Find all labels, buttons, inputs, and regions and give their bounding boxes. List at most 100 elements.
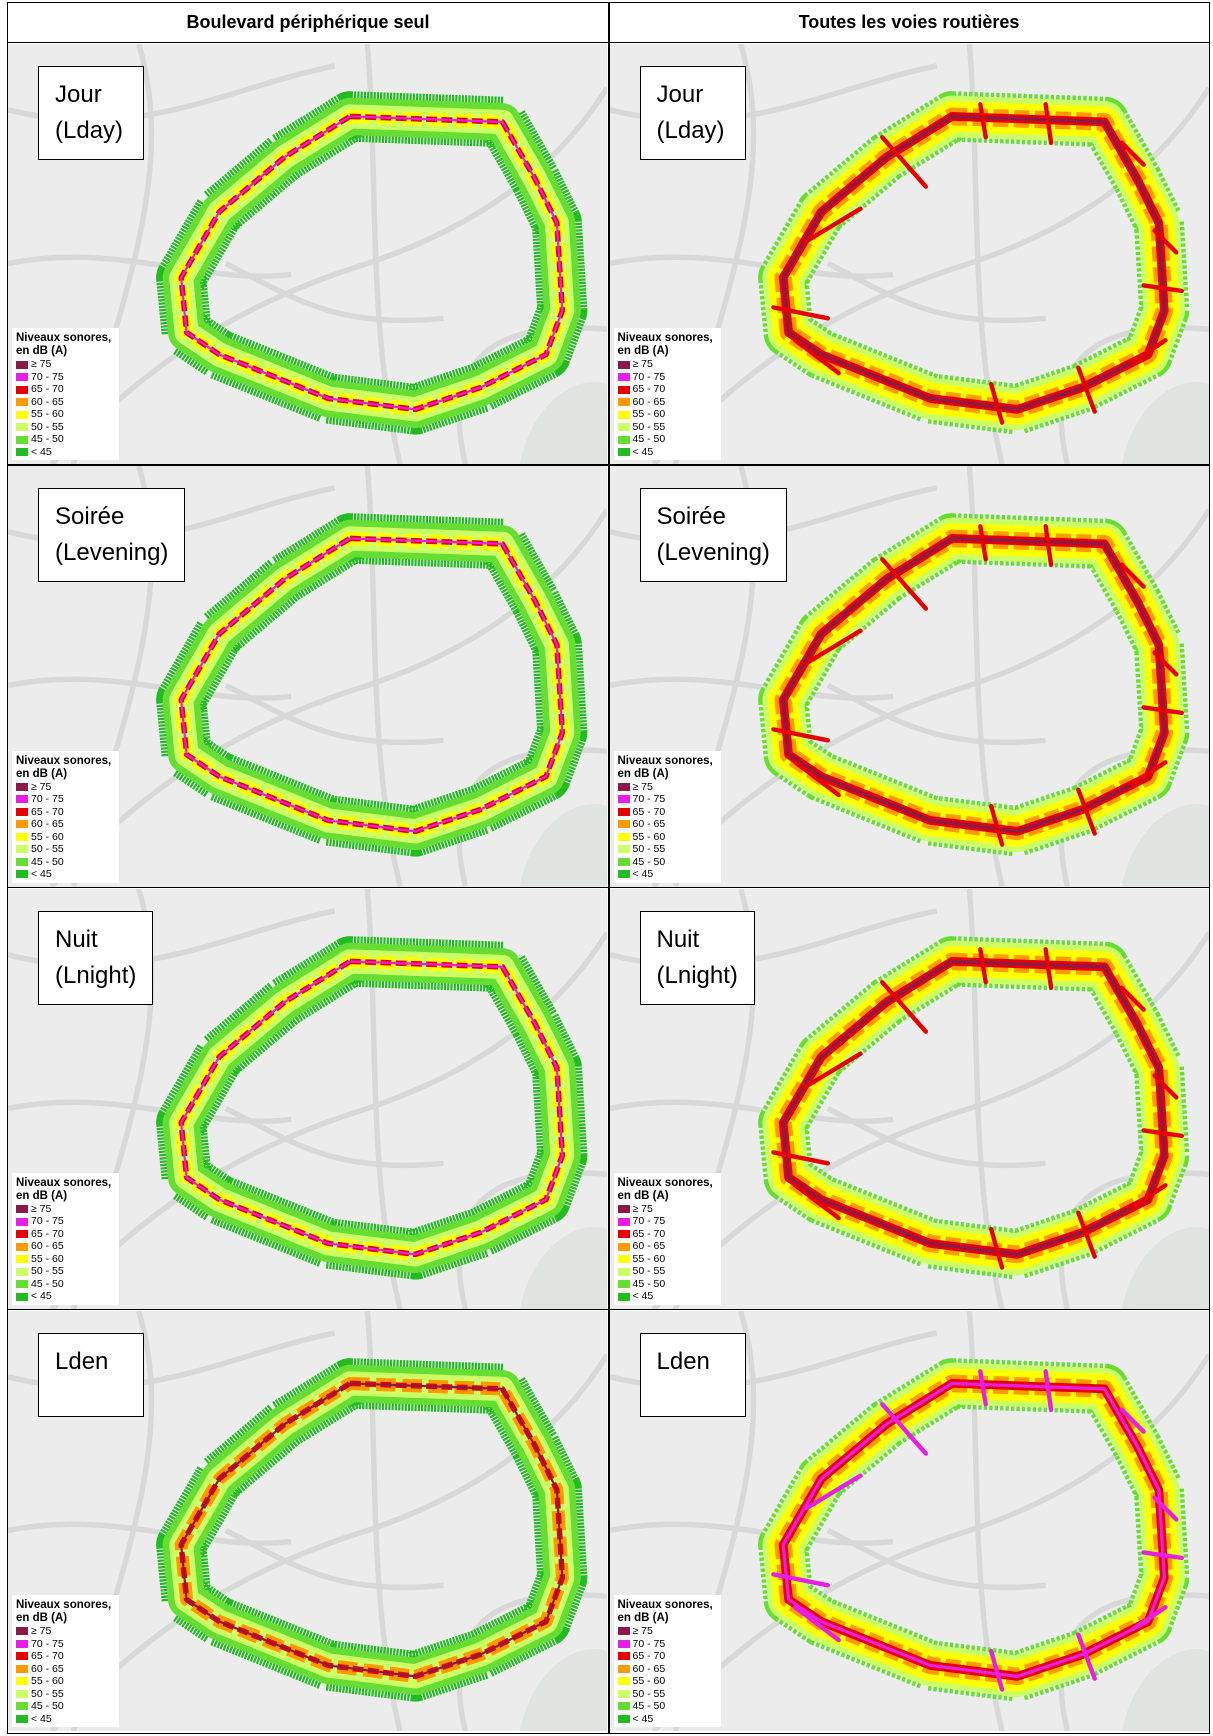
legend-item: 50 - 55 [16,1688,111,1701]
legend-label: 50 - 55 [31,843,64,856]
map-cell: Nuit(Lnight)Niveaux sonores,en dB (A)≥ 7… [8,889,607,1309]
legend-swatch [618,795,630,803]
legend-item: < 45 [16,1290,111,1303]
legend-swatch [618,1243,630,1251]
legend-swatch [618,386,630,394]
legend-item: < 45 [16,868,111,881]
legend-label: 45 - 50 [633,1700,666,1713]
legend-title: Niveaux sonores, [16,332,111,345]
legend-swatch [16,795,28,803]
legend-swatch [16,1640,28,1648]
period-label-line: Lden [657,1344,729,1380]
legend-item: 50 - 55 [618,1265,713,1278]
legend-item: 65 - 70 [16,383,111,396]
legend-swatch [618,448,630,456]
green-area [1121,804,1208,886]
period-label: Soirée(Levening) [38,488,185,582]
period-label: Jour(Lday) [640,66,746,160]
legend-swatch [618,1627,630,1635]
period-label-line: Nuit [55,922,136,958]
legend-label: 50 - 55 [633,843,666,856]
legend-swatch [618,1230,630,1238]
legend-swatch [618,808,630,816]
legend-item: 70 - 75 [618,1215,713,1228]
legend-item: 70 - 75 [618,371,713,384]
legend-label: < 45 [31,446,52,459]
legend-swatch [16,1218,28,1226]
legend-item: ≥ 75 [16,358,111,371]
legend-swatch [618,1268,630,1276]
legend-label: < 45 [31,868,52,881]
legend-swatch [618,411,630,419]
legend-swatch [16,1627,28,1635]
legend-swatch [16,820,28,828]
legend-item: 50 - 55 [618,1688,713,1701]
legend-label: < 45 [31,1713,52,1726]
legend-item: 65 - 70 [618,1228,713,1241]
legend-label: 45 - 50 [31,856,64,869]
legend-item: 70 - 75 [16,793,111,806]
legend-swatch [16,783,28,791]
legend-item: 50 - 55 [16,1265,111,1278]
period-label-line: Soirée [657,499,770,535]
legend-label: 60 - 65 [31,396,64,409]
legend: Niveaux sonores,en dB (A)≥ 7570 - 7565 -… [12,1595,119,1727]
legend-swatch [618,858,630,866]
legend-swatch [618,361,630,369]
legend-swatch [16,833,28,841]
legend-item: 55 - 60 [618,1253,713,1266]
legend-item: 45 - 50 [618,433,713,446]
legend-title: Niveaux sonores, [618,755,713,768]
legend-item: 55 - 60 [16,1675,111,1688]
map-cell: Nuit(Lnight)Niveaux sonores,en dB (A)≥ 7… [610,889,1209,1309]
legend-title: en dB (A) [618,345,713,358]
legend-swatch [618,870,630,878]
legend-title: en dB (A) [16,768,111,781]
legend-item: 70 - 75 [16,371,111,384]
legend-item: 60 - 65 [618,1663,713,1676]
legend-label: 65 - 70 [31,806,64,819]
green-area [520,1649,607,1731]
legend-swatch [16,870,28,878]
legend-item: < 45 [618,446,713,459]
legend-swatch [16,1280,28,1288]
legend-title: en dB (A) [618,1190,713,1203]
legend-label: 50 - 55 [633,1265,666,1278]
legend-item: ≥ 75 [16,1203,111,1216]
legend-label: 45 - 50 [31,1700,64,1713]
legend-swatch [618,833,630,841]
legend-label: ≥ 75 [31,358,51,371]
legend-label: 70 - 75 [633,1215,666,1228]
legend-label: 50 - 55 [31,421,64,434]
period-label-line: (Lday) [55,113,127,149]
legend-swatch [16,1715,28,1723]
legend-label: 60 - 65 [633,396,666,409]
period-label-line: (Levening) [55,535,168,571]
legend-label: 45 - 50 [633,1278,666,1291]
legend-swatch [16,1652,28,1660]
legend-item: 60 - 65 [618,1240,713,1253]
legend-label: < 45 [31,1290,52,1303]
legend-swatch [618,1293,630,1301]
legend-item: < 45 [618,1290,713,1303]
legend: Niveaux sonores,en dB (A)≥ 7570 - 7565 -… [614,1173,721,1305]
table: Boulevard périphérique seul Toutes les v… [7,2,1210,1734]
map-cell: LdenNiveaux sonores,en dB (A)≥ 7570 - 75… [8,1311,607,1731]
legend-label: ≥ 75 [633,1625,653,1638]
legend: Niveaux sonores,en dB (A)≥ 7570 - 7565 -… [12,1173,119,1305]
legend-label: < 45 [633,1290,654,1303]
legend-item: < 45 [16,1713,111,1726]
green-area [520,804,607,886]
legend-title: Niveaux sonores, [16,1599,111,1612]
legend-swatch [618,1690,630,1698]
legend-swatch [16,423,28,431]
legend-item: 45 - 50 [16,433,111,446]
legend-item: 70 - 75 [618,1638,713,1651]
map-cell: Soirée(Levening)Niveaux sonores,en dB (A… [610,466,1209,886]
legend-title: en dB (A) [618,1612,713,1625]
legend: Niveaux sonores,en dB (A)≥ 7570 - 7565 -… [12,328,119,460]
legend-label: 55 - 60 [633,1675,666,1688]
period-label-line: Jour [657,77,729,113]
green-area [520,1227,607,1309]
